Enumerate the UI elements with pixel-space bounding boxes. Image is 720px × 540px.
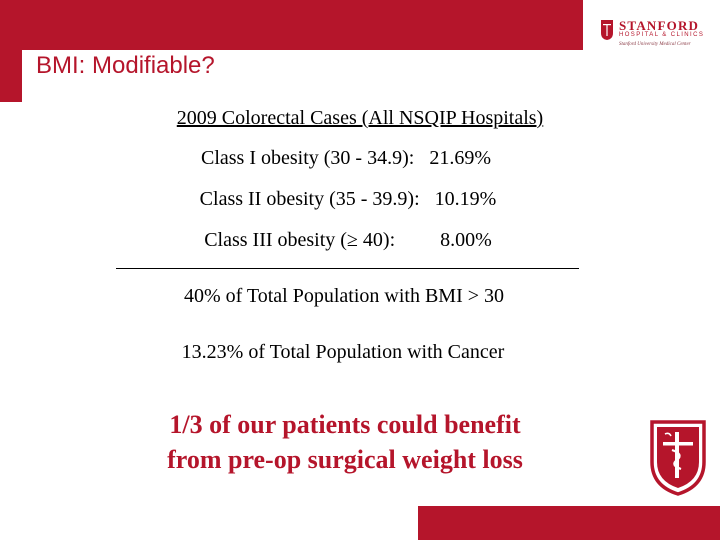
shield-icon <box>601 20 613 40</box>
header-bar <box>0 0 583 50</box>
medical-emblem-icon <box>650 420 706 496</box>
left-accent-bar <box>0 0 22 102</box>
logo-name: STANFORD <box>619 18 700 33</box>
obesity-row-value: 10.19% <box>434 188 497 210</box>
obesity-row-label: Class I obesity (30 - 34.9): <box>201 147 415 169</box>
callout-line-2: from pre-op surgical weight loss <box>167 445 523 474</box>
slide-title: BMI: Modifiable? <box>36 52 215 79</box>
summary-cancer: 13.23% of Total Population with Cancer <box>181 341 505 363</box>
logo-tagline: Stanford University Medical Center <box>619 42 691 47</box>
obesity-row-label: Class II obesity (35 - 39.9): <box>199 188 420 210</box>
obesity-row-label: Class III obesity (≥ 40): <box>204 229 396 251</box>
obesity-row-3: Class III obesity (≥ 40): 8.00% <box>0 229 708 252</box>
callout-line-1: 1/3 of our patients could benefit <box>169 410 521 439</box>
logo-subtitle: HOSPITAL & CLINICS <box>619 32 705 38</box>
obesity-row-1: Class I obesity (30 - 34.9): 21.69% <box>0 147 706 170</box>
divider-line <box>116 268 579 269</box>
stanford-logo: STANFORD HOSPITAL & CLINICS Stanford Uni… <box>600 17 715 53</box>
summary-bmi: 40% of Total Population with BMI > 30 <box>183 285 505 307</box>
obesity-row-value: 8.00% <box>440 229 492 251</box>
table-heading: 2009 Colorectal Cases (All NSQIP Hospita… <box>176 107 544 129</box>
obesity-row-2: Class II obesity (35 - 39.9): 10.19% <box>0 188 708 211</box>
obesity-row-value: 21.69% <box>429 147 491 169</box>
footer-bar <box>418 506 720 540</box>
